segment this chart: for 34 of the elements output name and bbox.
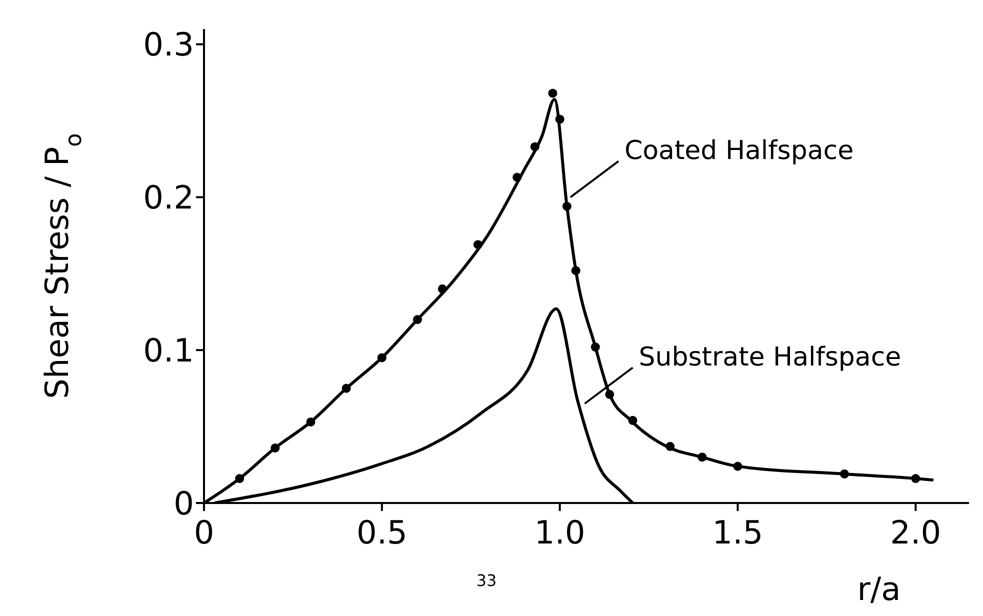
y-tick-label: 0.1 <box>143 331 194 370</box>
x-tick-label: 2.0 <box>890 514 942 552</box>
point <box>605 390 614 399</box>
point <box>555 114 564 124</box>
y-tick-label: 0 <box>174 484 194 522</box>
annotation: Coated Halfspace <box>624 136 854 166</box>
point <box>270 443 280 452</box>
point <box>911 474 920 484</box>
y-tick-label: 0.2 <box>143 178 194 217</box>
point <box>666 442 675 451</box>
point <box>548 88 558 98</box>
text: 33 <box>476 571 497 590</box>
point <box>590 342 600 352</box>
y-tick-label: 0.3 <box>143 26 194 64</box>
point <box>235 474 244 484</box>
point <box>377 353 386 362</box>
point <box>412 315 422 324</box>
point <box>571 266 580 276</box>
point <box>473 240 482 250</box>
x-axis-title: r/a <box>857 570 901 608</box>
x-tick-label: 1.5 <box>712 514 764 552</box>
point <box>840 469 849 478</box>
point <box>306 417 316 426</box>
x-tick-label: 1.0 <box>534 514 586 552</box>
point <box>342 384 351 393</box>
point <box>562 202 572 211</box>
x-tick-label: 0.5 <box>356 514 408 552</box>
point <box>438 284 447 294</box>
point <box>698 452 707 462</box>
point <box>530 142 540 152</box>
point <box>733 462 742 471</box>
point <box>512 172 522 182</box>
point <box>628 416 638 425</box>
annotation: Substrate Halfspace <box>638 342 902 373</box>
